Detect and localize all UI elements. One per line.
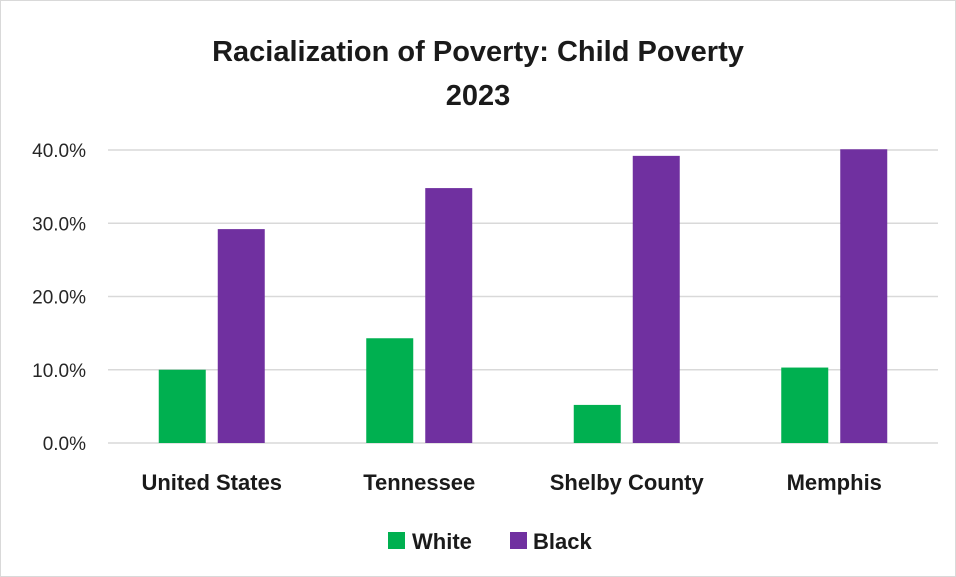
y-tick-label: 20.0%: [32, 288, 86, 309]
legend-label-black: Black: [533, 529, 592, 554]
bar-black-memphis: [840, 149, 888, 443]
legend-swatch-white: [388, 532, 405, 549]
legend-swatch-black: [510, 532, 527, 549]
y-axis-tick-labels: 0.0% 10.0% 20.0% 30.0% 40.0%: [32, 141, 86, 455]
bar-black-tennessee: [425, 188, 473, 443]
x-category-label: Memphis: [787, 470, 882, 495]
legend-label-white: White: [412, 529, 472, 554]
x-category-label: Shelby County: [550, 470, 705, 495]
x-axis-category-labels: United States Tennessee Shelby County Memph…: [141, 470, 881, 495]
y-tick-label: 30.0%: [32, 214, 86, 235]
bar-white-united-states: [158, 369, 206, 443]
bar-white-memphis: [781, 367, 829, 443]
bar-black-united-states: [217, 229, 265, 443]
x-category-label: United States: [141, 470, 282, 495]
legend: White Black: [388, 529, 592, 554]
chart-title-line-1: Racialization of Poverty: Child Poverty: [212, 36, 744, 68]
x-category-label: Tennessee: [363, 470, 475, 495]
y-tick-label: 0.0%: [43, 434, 86, 455]
y-tick-label: 10.0%: [32, 361, 86, 382]
y-tick-label: 40.0%: [32, 141, 86, 162]
chart-title: Racialization of Poverty: Child Poverty …: [0, 30, 956, 118]
bar-white-tennessee: [366, 338, 414, 443]
chart-title-line-2: 2023: [445, 80, 511, 112]
bar-white-shelby-county: [573, 404, 621, 443]
bars: [158, 149, 888, 444]
bar-black-shelby-county: [632, 155, 680, 444]
